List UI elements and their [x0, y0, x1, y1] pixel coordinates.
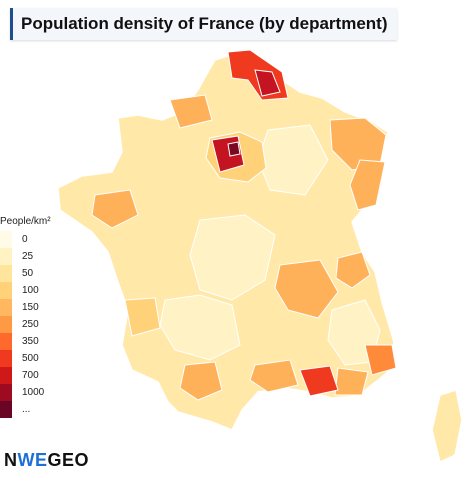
- legend-swatch: [0, 231, 12, 248]
- legend-label: 700: [22, 370, 39, 381]
- legend-label: 250: [22, 319, 39, 330]
- region-brittany-east: [91, 189, 139, 229]
- brand-suffix: GEO: [47, 450, 90, 470]
- map-title: Population density of France (by departm…: [10, 8, 398, 40]
- legend-label: 25: [22, 251, 34, 262]
- region-bordeaux: [124, 297, 161, 337]
- region-lyon: [274, 259, 339, 319]
- legend-row: 700: [0, 367, 51, 384]
- legend-swatch: [0, 316, 12, 333]
- legend-swatch: [0, 282, 12, 299]
- brand-accent: WE: [17, 450, 48, 470]
- legend-swatch: [0, 265, 12, 282]
- legend-label: 0: [22, 234, 28, 245]
- legend-row: 25: [0, 248, 51, 265]
- corsica: [431, 389, 463, 464]
- region-montpellier: [249, 359, 299, 393]
- region-centre-light: [189, 214, 276, 301]
- title-text: Population density of France (by departm…: [21, 14, 388, 33]
- region-lille: [254, 69, 281, 97]
- legend-swatch: [0, 299, 12, 316]
- legend: People/km² 0 25 50 100 150 250 350 500 700 1000..…: [0, 216, 51, 418]
- region-alsace: [349, 159, 386, 211]
- region-paris: [227, 141, 241, 157]
- region-toulouse: [179, 361, 223, 401]
- legend-swatch: [0, 401, 12, 418]
- legend-row: 0: [0, 231, 51, 248]
- legend-entries: 0 25 50 100 150 250 350 500 700 1000...: [0, 231, 51, 418]
- legend-row: 250: [0, 316, 51, 333]
- legend-row: 100: [0, 282, 51, 299]
- legend-row: 500: [0, 350, 51, 367]
- legend-label: 50: [22, 268, 34, 279]
- legend-title: People/km²: [0, 216, 51, 227]
- region-var: [334, 367, 369, 396]
- legend-row: 50: [0, 265, 51, 282]
- legend-label: 100: [22, 285, 39, 296]
- legend-swatch: [0, 350, 12, 367]
- legend-label: ...: [22, 404, 31, 415]
- legend-label: 350: [22, 336, 39, 347]
- legend-row: 350: [0, 333, 51, 350]
- region-isere: [335, 251, 371, 289]
- legend-swatch: [0, 333, 12, 350]
- region-bouches-du-rhone: [299, 365, 339, 397]
- legend-swatch: [0, 384, 12, 401]
- region-massif-light: [159, 294, 241, 361]
- legend-swatch: [0, 367, 12, 384]
- legend-row: 150: [0, 299, 51, 316]
- brand-prefix: N: [4, 450, 18, 470]
- brand-logo: NWEGEO: [4, 450, 89, 471]
- region-nice: [364, 344, 397, 376]
- legend-label: 150: [22, 302, 39, 313]
- legend-row: ...: [0, 401, 51, 418]
- legend-row: 1000: [0, 384, 51, 401]
- legend-swatch: [0, 248, 12, 265]
- legend-label: 1000: [22, 387, 45, 398]
- legend-label: 500: [22, 353, 39, 364]
- region-normandy-coast: [169, 94, 213, 129]
